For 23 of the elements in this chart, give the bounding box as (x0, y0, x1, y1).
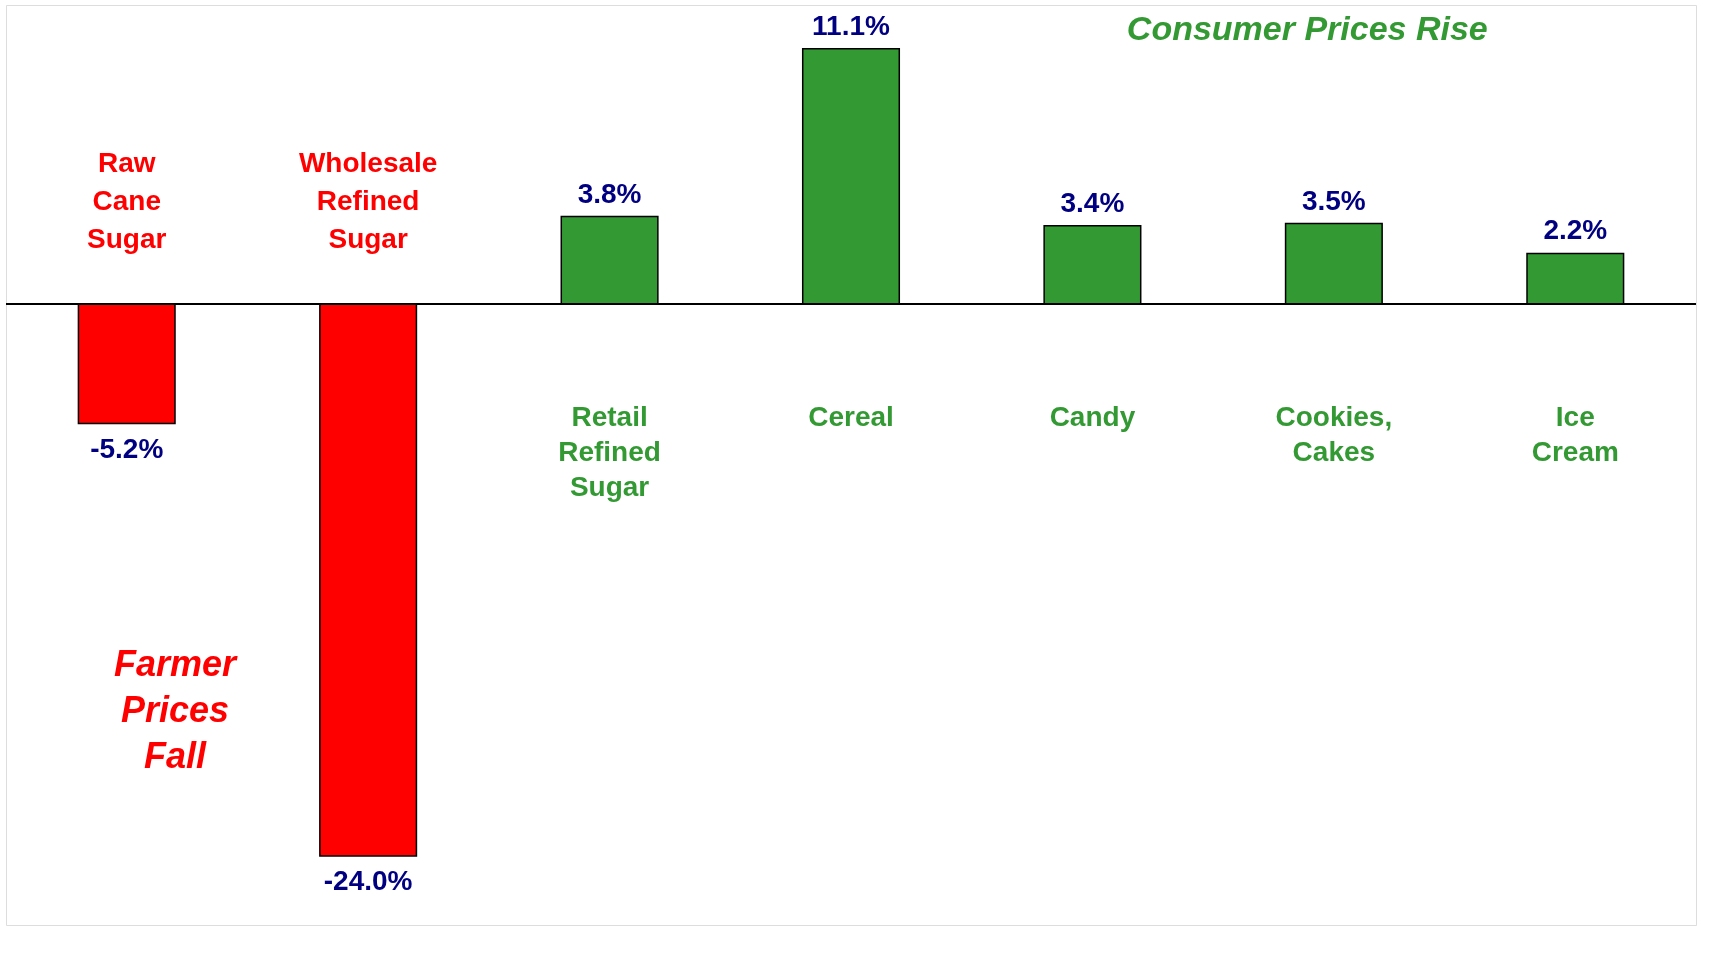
bar (801, 47, 901, 305)
data-label: -24.0% (323, 865, 413, 896)
data-label: 11.1% (812, 9, 891, 41)
data-label: 2.2% (1543, 214, 1608, 246)
data-label: -5.2% (90, 432, 164, 464)
bar (1284, 222, 1383, 305)
data-label: 3.4% (1060, 186, 1125, 218)
data-label: 3.5% (1301, 184, 1366, 216)
x-tick-label: Wholesale Refined Sugar (298, 147, 438, 254)
x-tick-label: Retail Refined Sugar (558, 401, 661, 502)
bar (560, 215, 659, 305)
x-tick-label: Ice Cream (1531, 401, 1619, 467)
bar (1526, 252, 1625, 305)
x-tick-label: Candy (1049, 401, 1136, 432)
bar (77, 303, 176, 425)
x-tick-label: Raw Cane Sugar (87, 147, 167, 254)
x-tick-label: Cookies, Cakes (1275, 401, 1393, 467)
bar (1043, 225, 1142, 305)
data-label: 3.8% (577, 177, 642, 209)
annotation: Farmer Prices Fall (113, 643, 239, 776)
annotation: Consumer Prices Rise (1126, 9, 1488, 47)
x-tick-label: Cereal (808, 401, 894, 432)
bar (319, 303, 418, 857)
